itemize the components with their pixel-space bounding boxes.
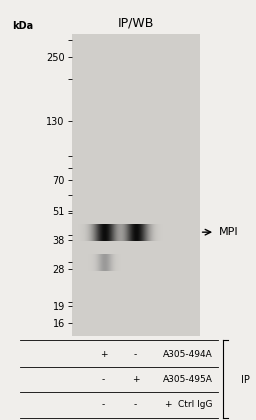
- Text: -: -: [166, 350, 169, 359]
- Text: -: -: [102, 400, 105, 410]
- Text: MPI: MPI: [219, 227, 239, 237]
- Text: A305-495A: A305-495A: [163, 375, 212, 384]
- Text: +: +: [164, 400, 172, 410]
- Title: IP/WB: IP/WB: [118, 17, 154, 30]
- Text: IP: IP: [241, 375, 250, 385]
- Text: Ctrl IgG: Ctrl IgG: [178, 400, 212, 410]
- Text: +: +: [100, 350, 108, 359]
- Text: -: -: [134, 350, 137, 359]
- Text: -: -: [166, 375, 169, 384]
- Text: A305-494A: A305-494A: [163, 350, 212, 359]
- Text: kDa: kDa: [12, 21, 33, 31]
- Text: +: +: [132, 375, 140, 384]
- Text: -: -: [134, 400, 137, 410]
- Text: -: -: [102, 375, 105, 384]
